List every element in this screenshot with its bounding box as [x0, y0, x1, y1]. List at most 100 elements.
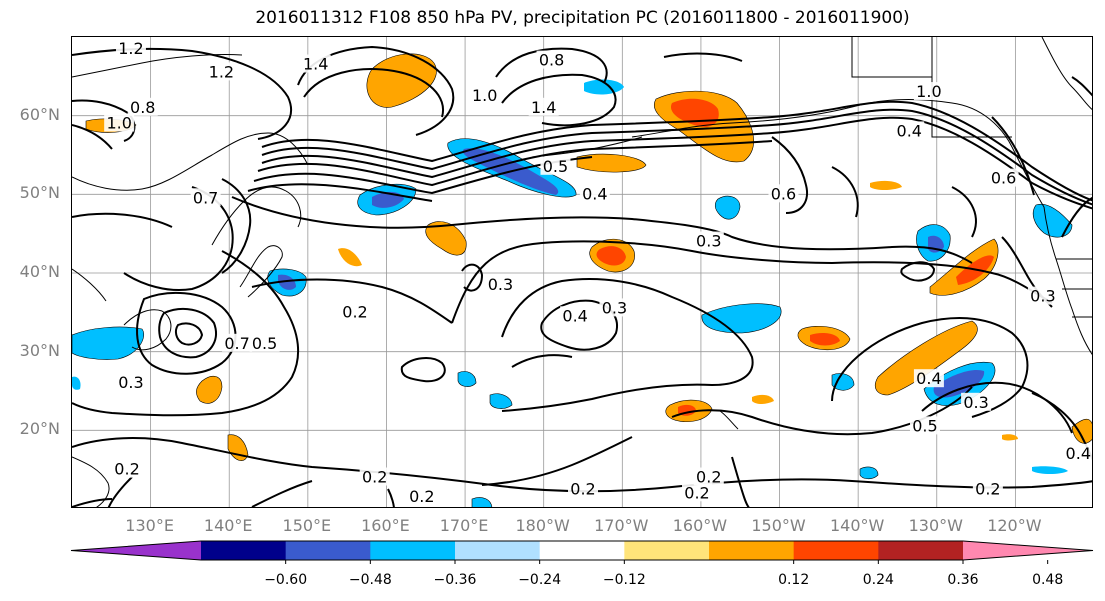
- contour-label: 0.3: [963, 393, 988, 412]
- contour-label: 0.3: [1030, 287, 1055, 306]
- colorbar-segment: [285, 541, 371, 560]
- longitude-label: 160°E: [361, 516, 410, 535]
- contour-label: 0.2: [696, 468, 721, 487]
- negative-anomaly: [584, 79, 624, 95]
- shading-layer: [72, 53, 1092, 507]
- contour-label: 0.6: [991, 169, 1016, 188]
- colorbar-segment: [455, 541, 541, 560]
- colorbar-tick-label: 0.24: [862, 572, 894, 588]
- negative-anomaly: [933, 369, 985, 398]
- positive-anomaly: [596, 246, 626, 266]
- positive-anomaly: [752, 394, 774, 404]
- map-panel: 1.2 1.2 1.4 1.0 0.8 1.0 1.4 0.8 0.5 0.4 0.7 0.3 0.3 0…: [71, 36, 1093, 508]
- negative-anomaly: [72, 326, 144, 360]
- positive-anomaly: [875, 320, 978, 396]
- negative-anomaly: [471, 497, 493, 507]
- colorbar-tick-label: 0.36: [947, 572, 979, 588]
- negative-anomaly: [72, 376, 81, 390]
- colorbar-tick-label: −0.36: [433, 572, 477, 588]
- contour-label: 0.4: [562, 306, 587, 325]
- negative-anomaly: [372, 191, 404, 208]
- longitude-label: 170°E: [439, 516, 489, 535]
- longitude-label: 180°W: [515, 516, 570, 535]
- contour-label: 0.2: [342, 302, 367, 321]
- latitude-label: 60°N: [19, 104, 60, 124]
- contour-label: 0.4: [1066, 444, 1091, 463]
- colorbar-tick-label: −0.24: [518, 572, 562, 588]
- longitude-label: 170°W: [594, 516, 649, 535]
- latitude-label: 50°N: [19, 183, 60, 203]
- negative-anomaly: [859, 466, 879, 480]
- contour-label: 0.2: [362, 468, 387, 487]
- latitude-label: 20°N: [19, 419, 60, 439]
- pv-contours: [72, 45, 1092, 507]
- colorbar-tick-label: −0.60: [264, 572, 308, 588]
- contour-label: 0.8: [539, 51, 564, 70]
- longitude-label: 160°W: [672, 516, 728, 535]
- map-canvas: 1.21.2 1.41.00.81.01.40.80.50.40.70.30.30…: [72, 37, 1092, 507]
- latitude-label: 40°N: [19, 262, 60, 281]
- contour-label: 0.4: [582, 184, 607, 203]
- colorbar-tick-label: −0.48: [348, 572, 392, 588]
- positive-anomaly: [196, 375, 223, 404]
- contour-label: 0.3: [488, 275, 513, 294]
- contour-label: 1.2: [209, 62, 234, 81]
- longitude-label: 150°E: [282, 516, 332, 535]
- contour-label: 0.2: [975, 479, 1000, 498]
- contour-label: 0.6: [771, 184, 796, 203]
- negative-anomaly: [1032, 203, 1073, 238]
- contour-label: 0.5: [543, 157, 568, 176]
- negative-anomaly: [1032, 466, 1068, 474]
- colorbar-segment: [878, 541, 964, 560]
- contour-label: 0.2: [409, 487, 434, 506]
- contour-label: 0.5: [252, 334, 277, 353]
- colorbar: [70, 540, 1094, 564]
- negative-anomaly: [457, 371, 477, 387]
- positive-anomaly: [1071, 418, 1092, 444]
- contour-label: 0.3: [696, 232, 721, 251]
- latitude-label: 30°N: [19, 340, 60, 360]
- negative-anomaly: [701, 303, 782, 334]
- positive-anomaly: [576, 153, 647, 173]
- graticule: [72, 37, 1092, 507]
- contour-label: 0.3: [602, 298, 627, 317]
- contour-labels: 1.21.2 1.41.00.81.01.40.80.50.40.70.30.30…: [104, 38, 1092, 506]
- positive-anomaly: [810, 333, 840, 346]
- negative-anomaly: [489, 393, 513, 409]
- colorbar-tick-label: −0.12: [602, 572, 646, 588]
- contour-label: 1.4: [531, 98, 556, 117]
- positive-anomaly: [425, 221, 467, 256]
- contour-label: 0.7: [224, 334, 249, 353]
- contour-label: 0.2: [114, 460, 139, 479]
- colorbar-segment: [370, 541, 456, 560]
- contour-label: 1.0: [472, 86, 497, 105]
- colorbar-segment: [793, 541, 879, 560]
- contour-label: 0.2: [684, 483, 709, 502]
- longitude-label: 140°W: [829, 516, 885, 535]
- positive-anomaly: [338, 248, 362, 267]
- contour-label: 0.4: [897, 121, 922, 140]
- colorbar-tick-label: 0.12: [778, 572, 810, 588]
- contour-label: 0.7: [193, 188, 218, 207]
- longitude-label: 150°W: [751, 516, 806, 535]
- longitude-label: 130°W: [908, 516, 963, 535]
- positive-anomaly: [366, 53, 437, 108]
- colorbar-segment: [709, 541, 795, 560]
- negative-anomaly: [714, 195, 741, 220]
- colorbar-extend-low: [71, 541, 201, 560]
- contour-label: 1.0: [916, 82, 941, 101]
- contour-label: 0.4: [916, 369, 941, 388]
- contour-label: 0.5: [912, 416, 937, 435]
- positive-anomaly: [1002, 434, 1018, 441]
- contour-label: 0.2: [570, 479, 595, 498]
- positive-anomaly: [870, 180, 902, 190]
- colorbar-segment: [624, 541, 710, 560]
- longitude-label: 130°E: [125, 516, 174, 535]
- colorbar-segment: [539, 541, 625, 560]
- colorbar-segment: [201, 541, 287, 560]
- map-title: 2016011312 F108 850 hPa PV, precipitatio…: [255, 8, 910, 28]
- coastline-layer: [72, 37, 1092, 507]
- contour-label: 1.4: [303, 55, 328, 74]
- contour-label: 1.2: [118, 39, 143, 58]
- colorbar-extend-high: [963, 541, 1093, 560]
